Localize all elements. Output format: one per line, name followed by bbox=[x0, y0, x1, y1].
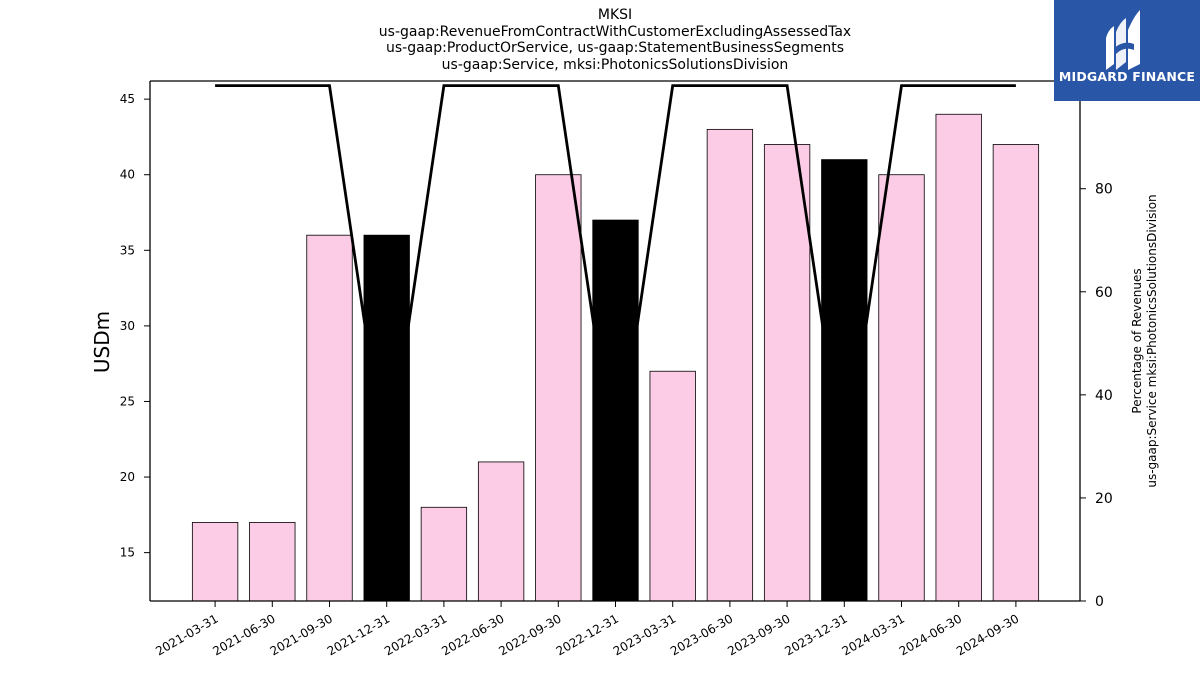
title-line-axes: us-gaap:ProductOrService, us-gaap:Statem… bbox=[385, 40, 844, 56]
x-tick-label: 2023-12-31 bbox=[782, 611, 849, 658]
bar-2021-03-31 bbox=[191, 521, 239, 602]
right-tick-label: 40 bbox=[1095, 388, 1113, 404]
right-axis-label-line2: us-gaap:Service mksi:PhotonicsSolutionsD… bbox=[1145, 194, 1159, 487]
left-tick-label: 35 bbox=[120, 243, 135, 257]
bar-2024-06-30 bbox=[935, 113, 982, 602]
left-tick-label: 20 bbox=[120, 470, 135, 484]
x-tick-label: 2022-12-31 bbox=[554, 611, 621, 658]
bar-2021-06-30 bbox=[249, 521, 296, 602]
left-tick-label: 45 bbox=[120, 92, 135, 106]
bars-layer bbox=[191, 113, 1040, 602]
right-tick-label: 60 bbox=[1095, 285, 1113, 301]
percentage-line-layer bbox=[215, 84, 1016, 473]
bar-2024-09-30 bbox=[992, 144, 1040, 602]
title-line-concept: us-gaap:RevenueFromContractWithCustomerE… bbox=[378, 23, 852, 40]
chart-title: MKSI us-gaap:RevenueFromContractWithCust… bbox=[150, 7, 1080, 73]
x-tick-label: 2022-03-31 bbox=[382, 611, 449, 658]
logo-text: MIDGARD FINANCE bbox=[1058, 69, 1196, 84]
right-tick-label: 20 bbox=[1095, 491, 1113, 507]
title-line-ticker: MKSI bbox=[597, 7, 633, 23]
bar-2023-03-31 bbox=[649, 370, 696, 602]
x-tick-label: 2021-12-31 bbox=[325, 611, 392, 658]
right-tick-label: 0 bbox=[1095, 594, 1104, 610]
left-tick-label: 25 bbox=[120, 394, 135, 408]
right-axis-label-line1: Percentage of Revenues bbox=[1130, 268, 1144, 413]
bar-2022-03-31 bbox=[420, 506, 468, 602]
x-tick-label: 2021-06-30 bbox=[210, 611, 277, 658]
bar-2024-03-31 bbox=[878, 174, 925, 602]
bar-2021-09-30 bbox=[306, 234, 353, 602]
x-tick-label: 2021-03-31 bbox=[153, 611, 220, 658]
logo-mark-icon bbox=[1106, 10, 1140, 70]
bar-2023-06-30 bbox=[706, 128, 754, 602]
x-tick-label: 2021-09-30 bbox=[268, 611, 335, 658]
bar-2023-12-31 bbox=[821, 159, 868, 602]
bar-2021-12-31 bbox=[363, 234, 410, 602]
x-tick-label: 2023-09-30 bbox=[725, 611, 792, 658]
x-tick-label: 2022-09-30 bbox=[496, 611, 563, 658]
x-tick-label: 2024-03-31 bbox=[840, 611, 907, 658]
left-tick-label: 40 bbox=[120, 168, 135, 182]
left-tick-label: 15 bbox=[120, 546, 135, 560]
x-tick-label: 2023-03-31 bbox=[611, 611, 678, 658]
title-line-members: us-gaap:Service, mksi:PhotonicsSolutions… bbox=[441, 56, 789, 73]
y-axis-label: USDm bbox=[90, 311, 114, 373]
x-tick-label: 2022-06-30 bbox=[439, 611, 506, 658]
bar-2022-12-31 bbox=[592, 219, 639, 602]
x-tick-label: 2024-06-30 bbox=[897, 611, 964, 658]
midgard-finance-logo: MIDGARD FINANCE bbox=[1054, 0, 1200, 101]
x-tick-label: 2023-06-30 bbox=[668, 611, 735, 658]
bar-2022-06-30 bbox=[477, 461, 525, 602]
x-tick-label: 2024-09-30 bbox=[954, 611, 1021, 658]
percentage-line bbox=[215, 84, 1016, 473]
left-tick-label: 30 bbox=[120, 319, 135, 333]
right-tick-label: 80 bbox=[1095, 182, 1113, 198]
bar-2023-09-30 bbox=[763, 144, 811, 602]
bar-2022-09-30 bbox=[535, 174, 582, 602]
